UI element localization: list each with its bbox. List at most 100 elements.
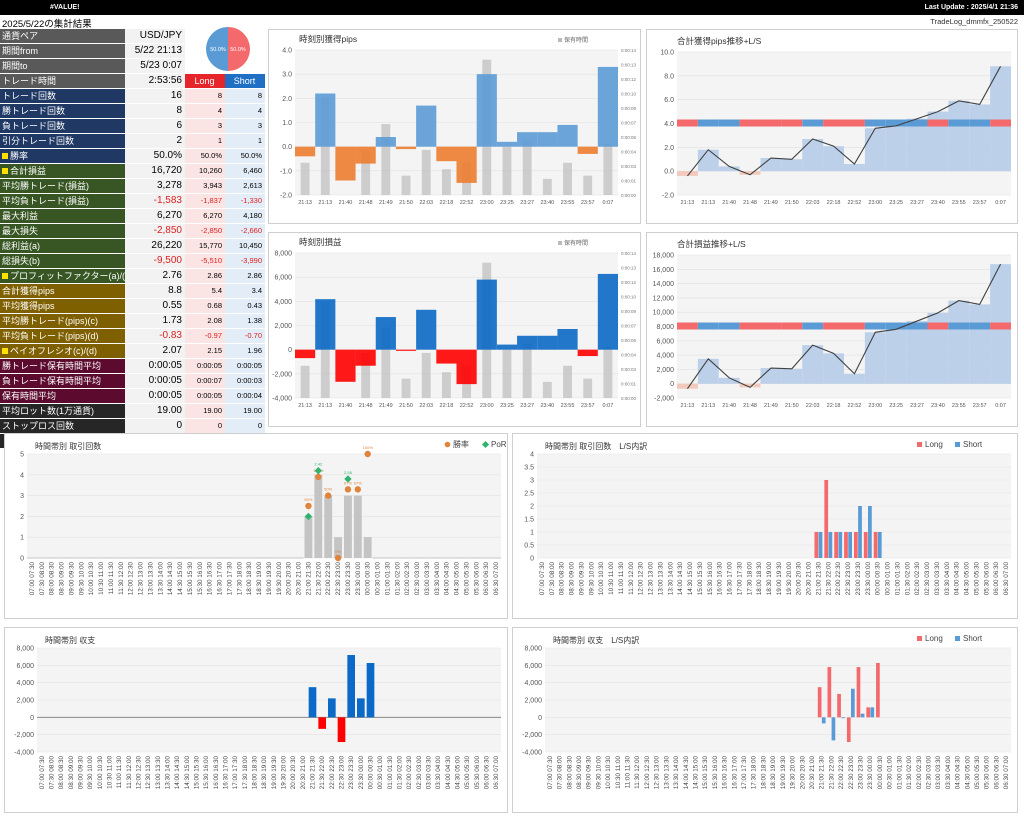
ls-band xyxy=(823,119,844,127)
count-bar xyxy=(314,474,323,558)
stats-label: 通貨ペア xyxy=(0,29,125,44)
x-tick-label: 07:00 07:30 xyxy=(539,562,546,596)
count-bar xyxy=(324,495,333,558)
area-step xyxy=(990,66,1011,172)
stats-row: 負トレード回数 6 3 3 xyxy=(0,118,265,134)
winrate-label: 50% xyxy=(304,497,312,502)
legend-label: 勝率 xyxy=(453,439,469,449)
area-step xyxy=(864,128,886,172)
legend-swatch xyxy=(917,636,922,641)
hold-time-bar xyxy=(522,140,532,195)
winrate-label: 67% xyxy=(344,480,352,485)
stats-label: 平均勝トレード(損益) xyxy=(0,178,125,194)
long-pl-bar xyxy=(827,667,832,718)
x-tick-label: 21:30 22:00 xyxy=(315,562,322,596)
stats-label: 総利益(a) xyxy=(0,238,125,254)
y-tick-label: 0 xyxy=(20,556,24,563)
hold-time-bar xyxy=(583,175,593,195)
legend-swatch xyxy=(558,241,562,245)
value-bar xyxy=(537,335,558,350)
y-tick-label: 4,000 xyxy=(656,353,674,360)
x-tick-label: 14:00 14:30 xyxy=(683,756,690,790)
stats-value: 16,720 xyxy=(125,163,185,179)
ls-band xyxy=(781,119,803,127)
stats-long-value: 0:00:05 xyxy=(185,388,225,404)
x-tick-label: 14:30 15:00 xyxy=(692,756,699,790)
y2-tick-label: 0:00:04 xyxy=(621,150,637,155)
short-count-bar xyxy=(868,506,872,558)
x-tick-label: 02:30 03:00 xyxy=(924,562,931,596)
x-tick-label: 21:48 xyxy=(359,403,373,409)
x-tick-label: 11:30 12:00 xyxy=(118,562,125,595)
x-tick-label: 04:30 05:00 xyxy=(964,756,971,790)
x-tick-label: 04:30 05:00 xyxy=(454,562,461,596)
x-tick-label: 08:00 08:30 xyxy=(49,562,56,596)
area-step xyxy=(760,158,782,172)
stats-label-text: 期間from xyxy=(2,46,39,56)
page-title: 2025/5/22の集計結果 xyxy=(2,19,92,30)
y-tick-label: 8.0 xyxy=(664,73,674,80)
ls-band xyxy=(823,322,844,330)
y-tick-label: -4,000 xyxy=(522,750,542,757)
x-tick-label: 01:00 01:30 xyxy=(894,562,901,596)
hold-time-bar xyxy=(603,143,613,195)
chart-title: 合計獲得pips推移+L/S xyxy=(677,36,762,46)
legend-swatch xyxy=(917,442,922,447)
x-tick-label: 22:30 23:00 xyxy=(339,756,346,790)
short-pl-bar xyxy=(870,707,875,718)
x-tick-label: 05:30 06:00 xyxy=(473,562,480,596)
pie-label-long: 50.0% xyxy=(230,47,246,53)
pie-slice-long xyxy=(228,27,250,71)
x-tick-label: 18:30 19:00 xyxy=(261,756,268,790)
hold-time-bar xyxy=(563,162,572,195)
stats-long-value: -1,837 xyxy=(185,193,225,209)
value-bar xyxy=(517,335,538,350)
x-tick-label: 14:30 15:00 xyxy=(184,756,191,790)
stats-value: 8.8 xyxy=(125,283,185,299)
stats-value: 19.00 xyxy=(125,403,185,419)
value-bar xyxy=(355,146,376,164)
x-tick-label: 19:30 20:00 xyxy=(276,562,283,596)
y2-tick-label: 0:00:01 xyxy=(621,179,637,184)
value-bar xyxy=(436,349,457,364)
chart-hourcount-panel: 時間帯別 取引回数 0 1 2 3 4 5 07:00 07:30 07:30 08:00 08:… xyxy=(4,433,508,619)
por-label: 2.58 xyxy=(344,470,353,475)
ls-band xyxy=(864,119,886,127)
stats-short-value: 10,450 xyxy=(225,238,265,254)
x-tick-label: 00:30 01:00 xyxy=(885,562,892,596)
pl-bar xyxy=(328,698,336,718)
x-tick-label: 23:30 00:00 xyxy=(355,562,362,596)
stats-row: ストップロス回数 0 0 0 xyxy=(0,418,265,434)
plot-area xyxy=(27,454,501,558)
area-step xyxy=(718,166,740,172)
value-bar xyxy=(355,349,376,366)
value-bar xyxy=(537,132,558,147)
x-tick-label: 12:30 13:00 xyxy=(654,756,661,790)
x-tick-label: 21:30 22:00 xyxy=(319,756,326,790)
stats-long-value: 15,770 xyxy=(185,238,225,254)
y2-tick-label: 0:00:06 xyxy=(621,338,637,343)
x-tick-label: 16:30 17:00 xyxy=(731,756,738,790)
x-tick-label: 23:25 xyxy=(500,403,514,409)
stats-long-value: 3 xyxy=(185,118,225,134)
x-tick-label: 22:52 xyxy=(848,403,862,409)
y-tick-label: 4.0 xyxy=(664,121,674,128)
stats-long-value: Long xyxy=(185,73,225,89)
pl-bar xyxy=(318,717,326,729)
x-tick-label: 20:00 20:30 xyxy=(799,756,806,790)
x-tick-label: 02:00 02:30 xyxy=(406,756,413,790)
stats-short-value: 3 xyxy=(225,118,265,134)
x-tick-label: 21:50 xyxy=(785,200,799,206)
winrate-label: 0% xyxy=(335,549,341,554)
stats-label-text: 平均負トレード(損益) xyxy=(2,196,89,206)
chart-cumpl-panel: 合計損益推移+L/S -2,000 0 2,000 4,000 6,000 8,000 10,… xyxy=(646,232,1018,427)
x-tick-label: 21:00 21:30 xyxy=(305,562,312,596)
x-tick-label: 17:00 17:30 xyxy=(232,756,239,790)
x-tick-label: 11:00 11:30 xyxy=(618,562,625,595)
x-tick-label: 00:30 01:00 xyxy=(375,562,382,596)
x-tick-label: 23:30 00:00 xyxy=(358,756,365,790)
x-tick-label: 21:48 xyxy=(743,200,757,206)
stats-long-value: -0.97 xyxy=(185,328,225,344)
stats-label: 最大利益 xyxy=(0,208,125,224)
ls-band xyxy=(697,322,719,330)
